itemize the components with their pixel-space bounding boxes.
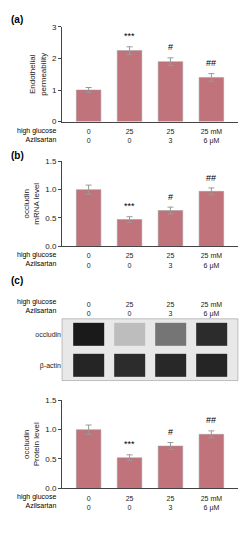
svg-text:0.0: 0.0 bbox=[45, 242, 57, 251]
svg-text:high glucoseAzilsartan: high glucoseAzilsartan bbox=[17, 493, 56, 509]
svg-text:250: 250 bbox=[126, 128, 134, 144]
svg-text:25 mM6 μM: 25 mM6 μM bbox=[201, 252, 223, 269]
svg-text:253: 253 bbox=[167, 495, 175, 511]
svg-text:25 mM6 μM: 25 mM6 μM bbox=[201, 128, 223, 145]
svg-text:β-actin: β-actin bbox=[40, 362, 61, 370]
svg-text:(c): (c) bbox=[11, 275, 23, 286]
svg-text:0.0: 0.0 bbox=[45, 484, 57, 493]
svg-text:250: 250 bbox=[126, 252, 134, 268]
svg-text:#: # bbox=[168, 427, 173, 437]
svg-text:#: # bbox=[168, 192, 173, 202]
svg-text:25 mM6 μM: 25 mM6 μM bbox=[201, 495, 223, 512]
svg-text:253: 253 bbox=[167, 128, 175, 144]
svg-text:1: 1 bbox=[52, 86, 57, 95]
svg-text:high glucoseAzilsartan: high glucoseAzilsartan bbox=[17, 298, 56, 314]
svg-text:occludin: occludin bbox=[35, 331, 61, 338]
svg-text:high glucoseAzilsartan: high glucoseAzilsartan bbox=[17, 127, 56, 143]
svg-text:##: ## bbox=[206, 173, 216, 183]
svg-text:Endothelialpermeability: Endothelialpermeability bbox=[28, 53, 47, 96]
svg-text:0: 0 bbox=[52, 117, 57, 126]
svg-text:1.0: 1.0 bbox=[45, 185, 57, 194]
svg-text:2: 2 bbox=[52, 54, 57, 63]
svg-text:(a): (a) bbox=[11, 14, 23, 25]
svg-text:00: 00 bbox=[87, 301, 91, 317]
svg-text:25 mM6 μM: 25 mM6 μM bbox=[201, 301, 223, 318]
svg-text:0.5: 0.5 bbox=[45, 455, 57, 464]
svg-text:##: ## bbox=[206, 415, 216, 425]
svg-text:3: 3 bbox=[52, 23, 57, 32]
svg-text:***: *** bbox=[124, 201, 135, 211]
svg-text:1.5: 1.5 bbox=[45, 157, 57, 166]
svg-text:high glucoseAzilsartan: high glucoseAzilsartan bbox=[17, 251, 56, 267]
svg-text:250: 250 bbox=[126, 495, 134, 511]
svg-text:00: 00 bbox=[87, 252, 91, 268]
svg-text:0.5: 0.5 bbox=[45, 214, 57, 223]
svg-text:(b): (b) bbox=[11, 150, 24, 161]
svg-text:#: # bbox=[168, 42, 173, 52]
svg-text:***: *** bbox=[124, 439, 135, 449]
svg-text:1.0: 1.0 bbox=[45, 425, 57, 434]
svg-text:##: ## bbox=[206, 58, 216, 68]
svg-text:253: 253 bbox=[167, 301, 175, 317]
svg-text:occludinProtein level: occludinProtein level bbox=[22, 422, 41, 466]
svg-text:1.5: 1.5 bbox=[45, 396, 57, 405]
svg-text:00: 00 bbox=[87, 128, 91, 144]
svg-text:250: 250 bbox=[126, 301, 134, 317]
svg-text:***: *** bbox=[124, 31, 135, 41]
svg-text:occludinmRNA level: occludinmRNA level bbox=[22, 183, 41, 225]
svg-text:00: 00 bbox=[87, 495, 91, 511]
svg-text:253: 253 bbox=[167, 252, 175, 268]
